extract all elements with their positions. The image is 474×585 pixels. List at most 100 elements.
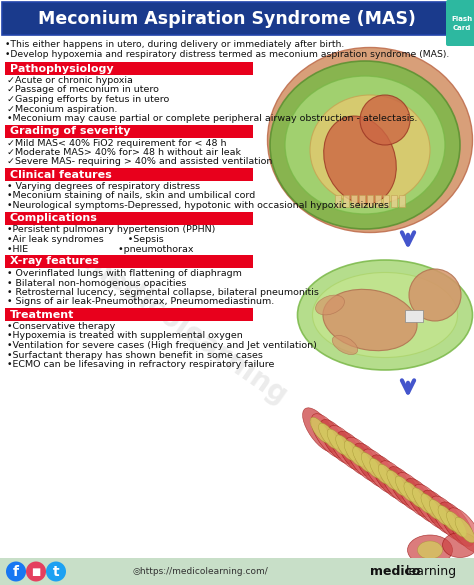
Ellipse shape bbox=[310, 95, 430, 205]
Ellipse shape bbox=[285, 76, 445, 214]
Ellipse shape bbox=[311, 414, 346, 458]
Ellipse shape bbox=[362, 449, 397, 493]
Bar bbox=[359, 195, 365, 207]
Text: Card: Card bbox=[453, 25, 471, 31]
Ellipse shape bbox=[270, 61, 460, 229]
Bar bbox=[5, 125, 253, 137]
Circle shape bbox=[360, 95, 410, 145]
Ellipse shape bbox=[439, 502, 474, 546]
Bar bbox=[343, 195, 349, 207]
Text: • Varying degrees of respiratory distress: • Varying degrees of respiratory distres… bbox=[7, 182, 200, 191]
Circle shape bbox=[46, 562, 66, 581]
Bar bbox=[5, 62, 253, 75]
Ellipse shape bbox=[371, 455, 406, 499]
Ellipse shape bbox=[405, 479, 440, 523]
Bar bbox=[335, 195, 341, 207]
Bar bbox=[405, 310, 423, 322]
Ellipse shape bbox=[418, 541, 443, 559]
Ellipse shape bbox=[447, 511, 466, 537]
Circle shape bbox=[26, 562, 46, 581]
Text: ✓Mild MAS< 40% FiO2 requirement for < 48 h: ✓Mild MAS< 40% FiO2 requirement for < 48… bbox=[7, 139, 227, 147]
Ellipse shape bbox=[447, 508, 474, 552]
Ellipse shape bbox=[345, 437, 380, 481]
Text: •ECMO can be lifesaving in refractory respiratory failure: •ECMO can be lifesaving in refractory re… bbox=[7, 360, 274, 369]
Text: ✓Acute or chronic hypoxia: ✓Acute or chronic hypoxia bbox=[7, 76, 133, 85]
Ellipse shape bbox=[324, 116, 396, 204]
Ellipse shape bbox=[404, 482, 424, 507]
Text: Clinical features: Clinical features bbox=[10, 170, 112, 180]
Text: ✓Passage of meconium in utero: ✓Passage of meconium in utero bbox=[7, 85, 159, 95]
Ellipse shape bbox=[332, 335, 358, 355]
Text: •Meconium staining of nails, skin and umbilical cord: •Meconium staining of nails, skin and um… bbox=[7, 191, 255, 201]
Ellipse shape bbox=[316, 295, 345, 315]
Text: X-ray features: X-ray features bbox=[10, 256, 99, 267]
Bar bbox=[351, 195, 357, 207]
Ellipse shape bbox=[395, 476, 415, 501]
Text: ✓Severe MAS- requiring > 40% and assisted ventilation: ✓Severe MAS- requiring > 40% and assiste… bbox=[7, 157, 273, 167]
Ellipse shape bbox=[396, 473, 431, 517]
Bar bbox=[391, 195, 397, 207]
Bar bbox=[5, 308, 253, 321]
Ellipse shape bbox=[388, 467, 423, 511]
Ellipse shape bbox=[337, 431, 372, 476]
Text: ◎https://medicolearning.com/: ◎https://medicolearning.com/ bbox=[132, 567, 268, 576]
Ellipse shape bbox=[361, 453, 381, 478]
Ellipse shape bbox=[319, 423, 338, 449]
Text: •This either happens in utero, during delivery or immediately after birth.: •This either happens in utero, during de… bbox=[5, 40, 344, 49]
Ellipse shape bbox=[310, 417, 330, 443]
Text: •Meconium may cause partial or complete peripheral airway obstruction - atelecta: •Meconium may cause partial or complete … bbox=[7, 114, 418, 123]
Ellipse shape bbox=[327, 429, 347, 455]
Text: medico: medico bbox=[370, 565, 420, 578]
Bar bbox=[367, 195, 373, 207]
Text: Grading of severity: Grading of severity bbox=[10, 126, 130, 136]
Ellipse shape bbox=[344, 441, 364, 466]
Ellipse shape bbox=[328, 425, 363, 470]
Ellipse shape bbox=[408, 535, 453, 565]
Ellipse shape bbox=[353, 447, 373, 472]
Text: • Retrosternal lucency, segmental collapse, bilateral pneumonitis: • Retrosternal lucency, segmental collap… bbox=[7, 288, 319, 297]
Text: •Persistent pulmonary hypertension (PPHN): •Persistent pulmonary hypertension (PPHN… bbox=[7, 225, 215, 235]
Circle shape bbox=[6, 562, 26, 581]
Ellipse shape bbox=[336, 435, 356, 460]
Ellipse shape bbox=[413, 484, 448, 529]
Circle shape bbox=[409, 269, 461, 321]
Ellipse shape bbox=[323, 290, 417, 350]
Text: •Surfactant therapy has shown benefit in some cases: •Surfactant therapy has shown benefit in… bbox=[7, 350, 263, 360]
Text: t: t bbox=[53, 565, 59, 579]
Bar bbox=[375, 195, 381, 207]
Text: Pathophysiology: Pathophysiology bbox=[10, 64, 114, 74]
Text: learning: learning bbox=[406, 565, 457, 578]
Text: •Ventilation for severe cases (High frequency and Jet ventilation): •Ventilation for severe cases (High freq… bbox=[7, 341, 317, 350]
Ellipse shape bbox=[298, 260, 473, 370]
Bar bbox=[2, 2, 456, 35]
Text: •Conservative therapy: •Conservative therapy bbox=[7, 322, 115, 331]
FancyBboxPatch shape bbox=[446, 0, 474, 46]
Ellipse shape bbox=[379, 461, 414, 505]
Text: • Signs of air leak-Pneumothorax, Pneumomediastinum.: • Signs of air leak-Pneumothorax, Pneumo… bbox=[7, 298, 274, 307]
Text: •HIE                              •pneumothorax: •HIE •pneumothorax bbox=[7, 245, 193, 253]
Ellipse shape bbox=[319, 419, 355, 464]
Bar bbox=[5, 255, 253, 268]
Bar bbox=[399, 195, 405, 207]
Ellipse shape bbox=[438, 505, 458, 531]
Ellipse shape bbox=[267, 47, 473, 232]
Text: ✓Gasping efforts by fetus in utero: ✓Gasping efforts by fetus in utero bbox=[7, 95, 169, 104]
Text: ■: ■ bbox=[31, 566, 41, 576]
Text: • Bilateral non-homogenous opacities: • Bilateral non-homogenous opacities bbox=[7, 278, 186, 287]
Text: Flash: Flash bbox=[451, 16, 473, 22]
Ellipse shape bbox=[378, 464, 398, 490]
Ellipse shape bbox=[422, 490, 457, 535]
Text: ✓Moderate MAS> 40% for> 48 h without air leak: ✓Moderate MAS> 40% for> 48 h without air… bbox=[7, 148, 241, 157]
Ellipse shape bbox=[430, 496, 465, 541]
Text: •Hypoxemia is treated with supplemental oxygen: •Hypoxemia is treated with supplemental … bbox=[7, 332, 243, 340]
Ellipse shape bbox=[455, 517, 474, 543]
Ellipse shape bbox=[370, 459, 390, 484]
Text: Meconium Aspiration Syndrome (MAS): Meconium Aspiration Syndrome (MAS) bbox=[38, 9, 416, 27]
Text: •Air leak syndromes        •Sepsis: •Air leak syndromes •Sepsis bbox=[7, 235, 164, 244]
Bar bbox=[5, 212, 253, 225]
Bar bbox=[0, 558, 474, 585]
Text: Treatment: Treatment bbox=[10, 309, 74, 319]
Text: •Neurological symptoms-Depressed, hypotonic with occasional hypoxic seizures: •Neurological symptoms-Depressed, hypoto… bbox=[7, 201, 389, 210]
Ellipse shape bbox=[412, 488, 432, 514]
Text: • Overinflated lungs with flattening of diaphragm: • Overinflated lungs with flattening of … bbox=[7, 269, 242, 278]
